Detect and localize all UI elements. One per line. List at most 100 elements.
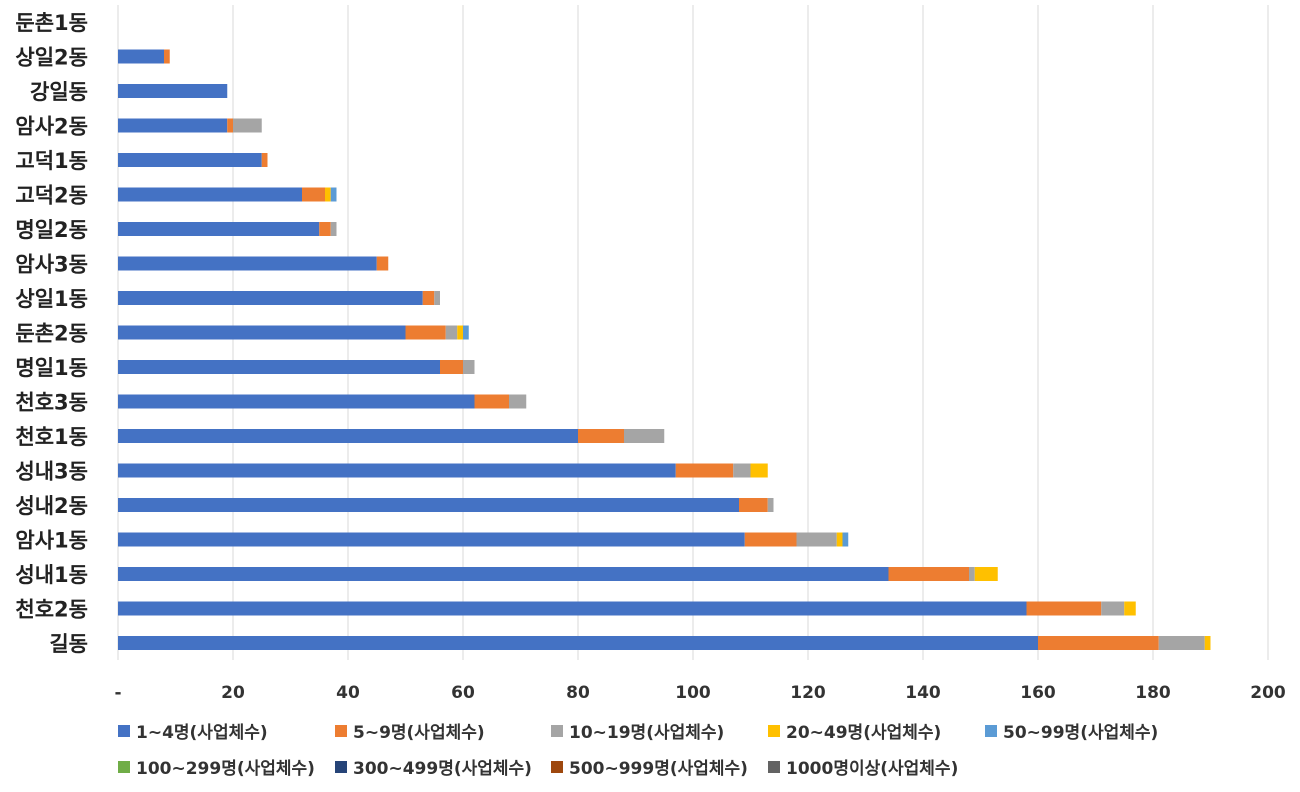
x-tick-label: 140: [905, 683, 941, 703]
bar-segment: [118, 222, 320, 236]
legend-swatch: [335, 760, 347, 773]
legend-item: 500~999명(사업체수): [551, 754, 748, 779]
bar-segment: [842, 532, 849, 547]
bar-segment: [578, 429, 624, 443]
category-label: 성내3동: [15, 460, 88, 484]
bar-segment: [1204, 636, 1211, 650]
bar-segment: [434, 291, 440, 305]
bar-segment: [1026, 601, 1102, 616]
bar-segment: [330, 222, 337, 236]
bar-segment: [744, 532, 797, 547]
bar-segment: [261, 153, 268, 167]
category-label: 명일1동: [15, 356, 88, 380]
category-label: 둔촌1동: [15, 11, 88, 35]
x-tick-label: 20: [221, 683, 245, 703]
bar-segment: [227, 118, 233, 133]
bar-segment: [325, 187, 331, 202]
category-label: 성내1동: [15, 563, 88, 587]
x-tick-label: -: [114, 683, 121, 703]
bar-segment: [836, 532, 843, 547]
category-label: 둔촌2동: [15, 322, 88, 346]
bar-segment: [457, 325, 463, 340]
category-label: 암사1동: [15, 529, 88, 553]
category-label: 암사2동: [15, 115, 88, 139]
bars: [118, 49, 1211, 650]
legend-item: 300~499명(사업체수): [335, 754, 532, 779]
bar-segment: [463, 325, 469, 340]
category-label: 천호3동: [15, 391, 88, 415]
bar-segment: [118, 429, 578, 443]
bar-segment: [733, 463, 751, 478]
bar-segment: [302, 187, 325, 202]
category-label: 암사3동: [15, 253, 88, 277]
legend-item: 1000명이상(사업체수): [768, 754, 958, 779]
x-tick-label: 60: [451, 683, 475, 703]
bar-segment: [118, 325, 406, 340]
bar-segment: [118, 532, 745, 547]
bar-segment: [739, 498, 768, 512]
bar-segment: [233, 118, 262, 133]
bar-segment: [118, 256, 377, 271]
legend-swatch: [985, 724, 997, 737]
bar-segment: [118, 394, 475, 409]
category-labels: 둔촌1동상일2동강일동암사2동고덕1동고덕2동명일2동암사3동상일1동둔촌2동명…: [15, 11, 88, 656]
legend-label: 5~9명(사업체수): [353, 723, 485, 743]
legend-label: 1000명이상(사업체수): [786, 759, 959, 779]
stacked-bar-chart: 둔촌1동상일2동강일동암사2동고덕1동고덕2동명일2동암사3동상일1동둔촌2동명…: [15, 5, 1286, 703]
bar-segment: [675, 463, 734, 478]
x-tick-label: 200: [1250, 683, 1286, 703]
bar-segment: [118, 118, 228, 133]
category-label: 성내2동: [15, 494, 88, 518]
bar-segment: [463, 360, 475, 374]
legend-swatch: [335, 724, 347, 737]
bar-segment: [750, 463, 768, 478]
x-tick-label: 40: [336, 683, 360, 703]
category-label: 상일1동: [15, 287, 88, 311]
legend-swatch: [768, 760, 780, 773]
bar-segment: [164, 49, 170, 64]
bar-segment: [405, 325, 446, 340]
legend-label: 300~499명(사업체수): [353, 759, 532, 779]
legend-swatch: [118, 724, 130, 737]
bar-segment: [118, 49, 164, 64]
category-label: 상일2동: [15, 46, 88, 70]
bar-segment: [445, 325, 458, 340]
x-tick-label: 100: [675, 683, 711, 703]
category-label: 길동: [49, 632, 88, 656]
legend-item: 50~99명(사업체수): [985, 718, 1158, 743]
bar-segment: [1038, 636, 1159, 650]
bar-segment: [118, 153, 262, 167]
legend-swatch: [768, 724, 780, 737]
x-tick-label: 120: [790, 683, 826, 703]
category-label: 고덕2동: [15, 184, 88, 208]
category-label: 천호1동: [15, 425, 88, 449]
bar-segment: [118, 291, 423, 305]
bar-segment: [118, 498, 739, 512]
bar-segment: [440, 360, 463, 374]
bar-segment: [1101, 601, 1125, 616]
category-label: 천호2동: [15, 598, 88, 622]
bar-segment: [796, 532, 837, 547]
bar-segment: [974, 567, 998, 581]
bar-segment: [376, 256, 389, 271]
bar-segment: [118, 84, 228, 98]
x-tick-labels: - 20 40 60 80 100 120 140 160 180 200: [114, 683, 1285, 703]
legend-label: 1~4명(사업체수): [136, 723, 268, 743]
legend-label: 100~299명(사업체수): [136, 759, 315, 779]
x-tick-label: 80: [566, 683, 590, 703]
bar-segment: [330, 187, 337, 202]
x-tick-label: 180: [1135, 683, 1171, 703]
legend-item: 100~299명(사업체수): [118, 754, 315, 779]
legend-swatch: [118, 760, 130, 773]
legend-swatch: [551, 760, 563, 773]
bar-segment: [118, 636, 1038, 650]
legend-item: 1~4명(사업체수): [118, 718, 268, 743]
legend-swatch: [551, 724, 563, 737]
legend-item: 5~9명(사업체수): [335, 718, 485, 743]
bar-segment: [624, 429, 665, 443]
legend-item: 10~19명(사업체수): [551, 718, 724, 743]
bar-segment: [509, 394, 527, 409]
legend-label: 500~999명(사업체수): [569, 759, 748, 779]
x-tick-label: 160: [1020, 683, 1056, 703]
bar-segment: [118, 360, 440, 374]
